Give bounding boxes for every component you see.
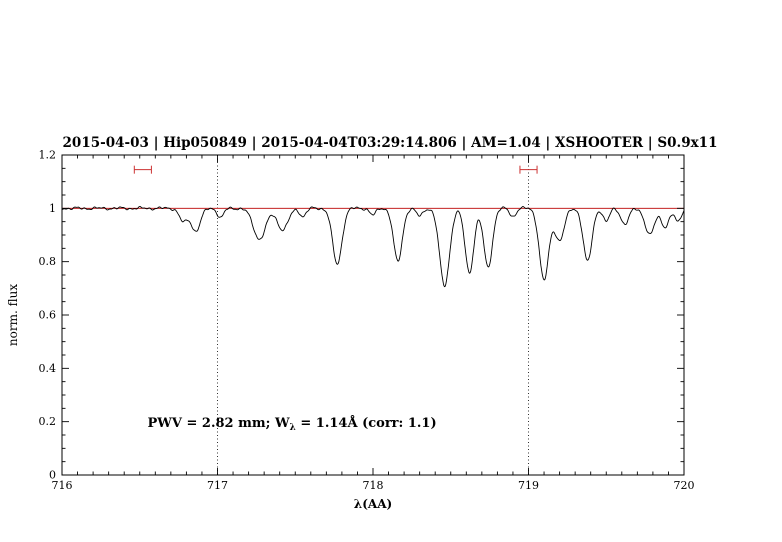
- x-axis-label: λ(AA): [354, 497, 392, 511]
- interval-marker: [133, 165, 152, 174]
- interval-marker: [519, 165, 538, 174]
- y-tick-label: 1.2: [39, 149, 57, 162]
- interval-markers-group: [133, 165, 538, 174]
- y-tick-label: 0.4: [39, 362, 57, 375]
- axes-ticks-group: [61, 154, 685, 476]
- x-tick-label: 718: [363, 479, 384, 492]
- y-tick-label: 0.2: [39, 415, 57, 428]
- spectrum-series-group: [61, 206, 685, 288]
- plot-title: 2015-04-03 | Hip050849 | 2015-04-04T03:2…: [63, 135, 718, 151]
- y-tick-label: 1: [49, 202, 56, 215]
- y-tick-label: 0.6: [39, 309, 57, 322]
- x-tick-label: 716: [52, 479, 73, 492]
- x-tick-label: 719: [518, 479, 539, 492]
- y-tick-label: 0: [49, 469, 56, 482]
- pwv-annotation: PWV = 2.82 mm; Wλ = 1.14Å (corr: 1.1): [148, 415, 437, 433]
- pwv-annotation-prefix: PWV = 2.82 mm; W: [148, 416, 290, 431]
- spectrum-path: [61, 206, 685, 288]
- y-tick-label: 0.8: [39, 255, 57, 268]
- tick-labels-group: 716 717 718 719 720 0 0.2 0.4 0.6 0.8 1 1.2: [39, 149, 695, 493]
- pwv-annotation-subscript: λ: [290, 423, 296, 433]
- x-tick-label: 717: [207, 479, 228, 492]
- x-tick-label: 720: [674, 479, 695, 492]
- y-axis-label: norm. flux: [6, 284, 20, 346]
- pwv-annotation-suffix: = 1.14Å (corr: 1.1): [296, 415, 437, 431]
